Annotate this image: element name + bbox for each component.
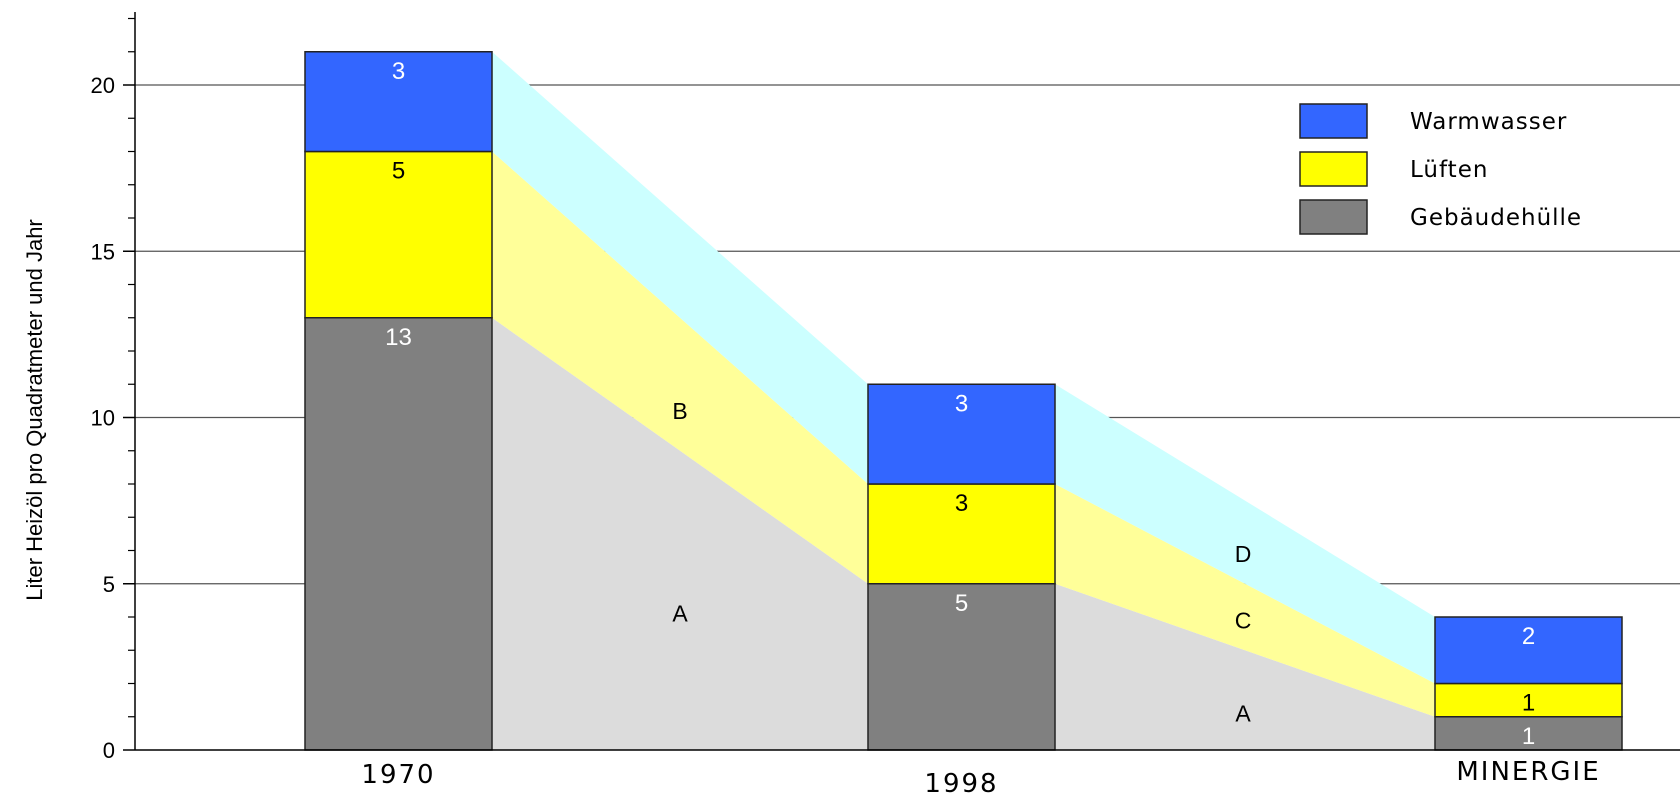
legend-swatch xyxy=(1299,151,1368,187)
x-tick-label: 1970 xyxy=(361,760,435,790)
band-annotation: A xyxy=(672,601,688,627)
transition-band-gebäudehülle xyxy=(1055,583,1435,750)
band-annotation: C xyxy=(1235,607,1252,633)
y-tick-label: 0 xyxy=(103,738,115,763)
bar-layer xyxy=(304,51,1623,751)
x-tick-label: 1998 xyxy=(924,769,998,795)
legend-label: Gebäudehülle xyxy=(1410,205,1582,231)
data-label: 3 xyxy=(392,58,405,85)
bar-segment xyxy=(867,383,1056,485)
legend: Warmwasser Lüften Gebäudehülle xyxy=(1299,103,1582,235)
x-tick-label: MINERGIE xyxy=(1456,757,1600,787)
legend-swatch xyxy=(1299,199,1368,235)
legend-label: Lüften xyxy=(1410,157,1488,183)
y-axis-label: Liter Heizöl pro Quadratmeter und Jahr xyxy=(22,219,47,601)
band-annotation: A xyxy=(1235,700,1251,726)
legend-label: Warmwasser xyxy=(1410,109,1567,135)
band-layer xyxy=(492,51,1435,750)
data-label: 1 xyxy=(1522,690,1535,717)
bar-segment xyxy=(867,583,1056,751)
data-label: 5 xyxy=(392,158,405,185)
transition-band-warmwasser xyxy=(1055,384,1435,684)
bar-segment xyxy=(867,483,1056,585)
y-tick-label: 20 xyxy=(91,73,115,98)
transition-band-gebäudehülle xyxy=(492,317,868,750)
legend-swatch xyxy=(1299,103,1368,139)
transition-band-lüften xyxy=(1055,484,1435,717)
data-label: 3 xyxy=(955,490,968,517)
data-label: 2 xyxy=(1522,623,1535,650)
data-label: 1 xyxy=(1522,723,1535,750)
bar-segment xyxy=(304,51,493,153)
data-label: 3 xyxy=(955,390,968,417)
bar-segment xyxy=(1434,616,1623,685)
y-tick-label: 5 xyxy=(103,572,115,597)
transition-band-warmwasser xyxy=(492,51,868,484)
data-label: 5 xyxy=(955,590,968,617)
band-annotation: B xyxy=(672,398,687,424)
label-layer: 13 5 3 5 3 3 1 1 2 1970 1998 MINERGIE B A D C A xyxy=(361,58,1600,795)
band-annotation: D xyxy=(1235,541,1252,567)
bar-segment xyxy=(304,150,493,319)
y-tick-label: 10 xyxy=(91,406,115,431)
bar-segment xyxy=(304,317,493,751)
transition-band-lüften xyxy=(492,151,868,584)
y-tick-label: 15 xyxy=(91,239,115,264)
data-label: 13 xyxy=(385,324,412,351)
